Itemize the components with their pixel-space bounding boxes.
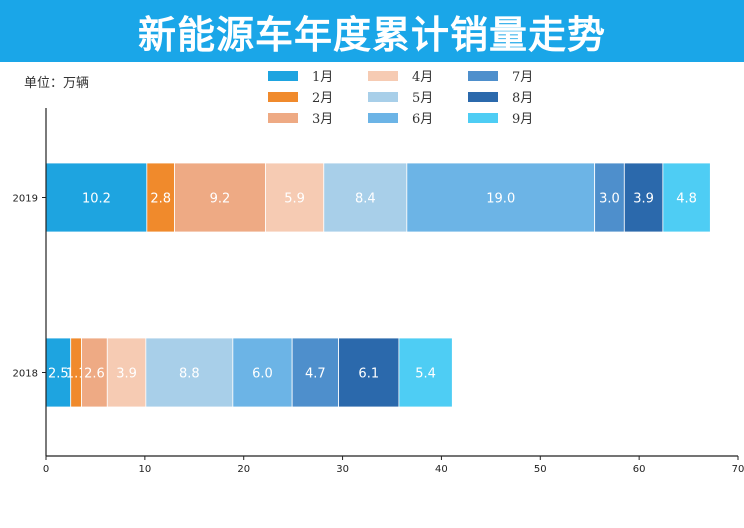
data-label: 4.7 [305,367,326,382]
data-label: 9.2 [210,192,231,207]
legend-swatch [368,70,398,81]
legend-label: 5月 [412,91,434,106]
legend-swatch [268,112,298,123]
legend-label: 1月 [312,70,334,85]
y-tick-label: 2019 [13,194,38,205]
legend-label: 2月 [312,91,334,106]
x-tick-label: 50 [534,464,547,475]
bar-segment [323,162,408,233]
chart-title: 新能源车年度累计销量走势 [137,12,606,57]
legend-item: 4月 [368,66,433,85]
legend-label: 4月 [412,70,434,85]
x-tick-label: 30 [336,464,349,475]
y-tick-label: 2018 [13,369,38,380]
x-tick-label: 0 [43,464,49,475]
x-tick-label: 10 [138,464,151,475]
legend-item: 5月 [368,87,433,106]
bar-segment [662,162,711,233]
legend-item: 8月 [468,87,533,106]
data-label: 2.8 [150,192,171,207]
data-label: 4.8 [676,192,697,207]
bar-segment [291,337,340,408]
data-label: 8.4 [355,192,376,207]
legend-item: 3月 [268,108,333,127]
legend-swatch [368,91,398,102]
data-label: 19.0 [486,192,515,207]
legend: 1月 2月 3月 4月 5月 6月 7月 8月 9月 [268,66,568,130]
x-tick-label: 40 [435,464,448,475]
legend-label: 9月 [512,112,534,127]
x-tick-label: 20 [237,464,250,475]
unit-label: 单位：万辆 [24,76,90,91]
data-label: 2.6 [84,367,105,382]
legend-label: 8月 [512,91,534,106]
bar-segment [232,337,293,408]
bar-segment [265,162,325,233]
bar-segment [338,337,400,408]
bar-segment [81,337,108,408]
data-label: 6.1 [358,367,379,382]
legend-swatch [268,70,298,81]
legend-swatch [268,91,298,102]
data-label: 5.4 [415,367,436,382]
data-label: 10.2 [82,192,111,207]
legend-label: 7月 [512,70,534,85]
data-label: 3.9 [633,192,654,207]
legend-swatch [468,70,498,81]
bar-segment [398,337,453,408]
data-label: 6.0 [252,367,273,382]
x-tick-label: 60 [633,464,646,475]
data-label: 3.0 [599,192,620,207]
legend-swatch [468,91,498,102]
data-label: 8.8 [179,367,200,382]
legend-label: 6月 [412,112,434,127]
legend-swatch [368,112,398,123]
legend-swatch [468,112,498,123]
bar-segment [106,337,147,408]
data-label: 5.9 [284,192,305,207]
data-label: 2.5 [48,367,69,382]
legend-item: 6月 [368,108,433,127]
bar-segment [594,162,625,233]
legend-item: 2月 [268,87,333,106]
bar-segment [623,162,664,233]
title-banner: 新能源车年度累计销量走势 [0,0,744,62]
bar-segment [406,162,596,233]
data-label: 3.9 [116,367,137,382]
bar-segment [145,337,234,408]
legend-item: 9月 [468,108,533,127]
legend-item: 7月 [468,66,533,85]
legend-label: 3月 [312,112,334,127]
x-tick-label: 70 [732,464,744,475]
legend-item: 1月 [268,66,333,85]
